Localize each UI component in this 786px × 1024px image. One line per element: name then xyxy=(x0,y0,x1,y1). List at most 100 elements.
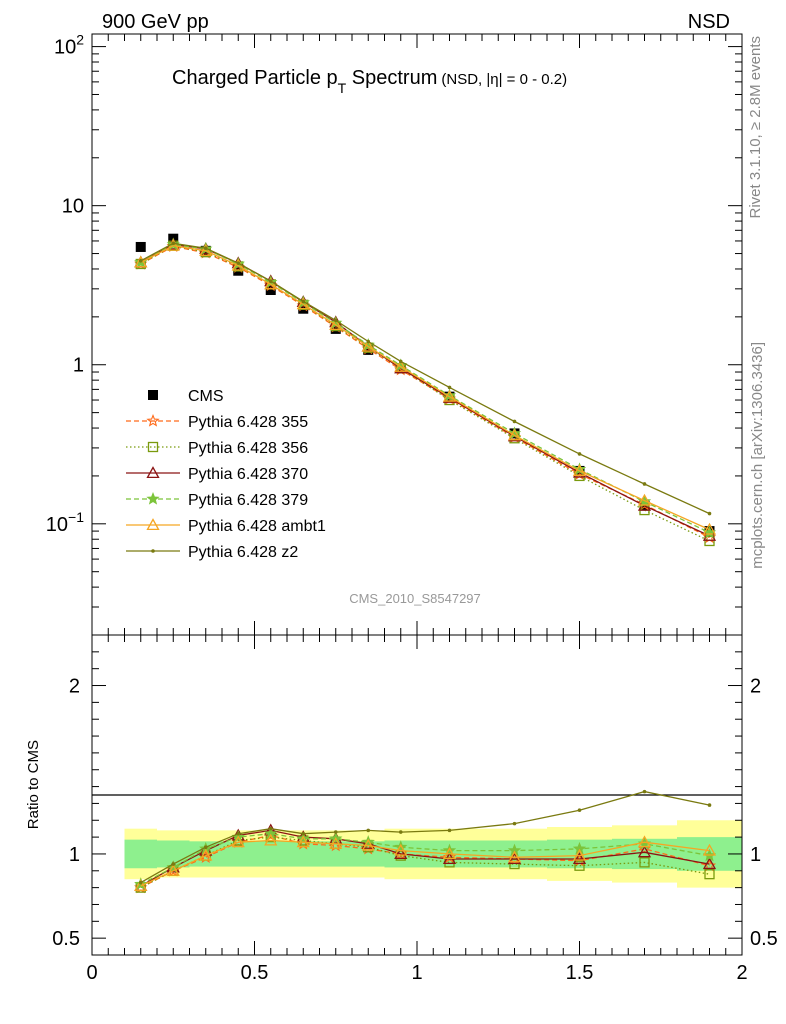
series-line-pythia-6-428-ambt1 xyxy=(140,245,710,531)
y-tick-label: 1 xyxy=(73,355,84,377)
ratio-point-pythia-6-428-ambt1 xyxy=(572,848,587,861)
ratio-point-pythia-6-428-ambt1 xyxy=(166,863,180,876)
legend-marker-pythia-6-428-355 xyxy=(146,414,160,427)
y-tick-label: 102 xyxy=(54,32,84,59)
ratio-point-pythia-6-428-370 xyxy=(637,845,652,858)
y-tick-label-right: 1 xyxy=(750,844,761,866)
ratio-point-pythia-6-428-356 xyxy=(574,860,585,871)
side-label-bottom: mcplots.cern.ch [arXiv:1306.3436] xyxy=(749,342,766,569)
ratio-point-pythia-6-428-356 xyxy=(639,857,650,868)
data-point-pythia-6-428-ambt1 xyxy=(134,255,148,268)
data-point-pythia-6-428-z2 xyxy=(366,339,371,344)
legend-marker-pythia-6-428-356 xyxy=(147,441,159,453)
ratio-line-pythia-6-428-z2 xyxy=(140,790,710,884)
x-tick-label: 1 xyxy=(411,962,422,984)
chart-title-small: (NSD, |η| = 0 - 0.2) xyxy=(441,71,567,88)
ratio-point-pythia-6-428-370 xyxy=(507,852,522,865)
ratio-panel: 0 0.5 1 1.5 20.5 0.51 12 2 Ratio to CMS xyxy=(25,634,778,984)
legend-marker-pythia-6-428-370 xyxy=(146,466,160,479)
ratio-point-pythia-6-428-z2 xyxy=(707,803,712,807)
series-line-pythia-6-428-379 xyxy=(140,243,710,534)
ratio-point-pythia-6-428-z2 xyxy=(577,808,582,812)
data-point-pythia-6-428-z2 xyxy=(577,452,582,456)
ratio-point-pythia-6-428-379 xyxy=(442,843,457,857)
ratio-point-pythia-6-428-z2 xyxy=(366,828,371,833)
ratio-point-pythia-6-428-379 xyxy=(296,831,310,845)
y-tick-label: 10−1 xyxy=(46,509,84,536)
data-point-pythia-6-428-z2 xyxy=(236,261,241,265)
legend-label-cms: CMS xyxy=(188,388,224,405)
data-point-pythia-6-428-ambt1 xyxy=(637,493,652,506)
ratio-axes: 0 0.5 1 1.5 20.5 0.51 12 2 xyxy=(52,635,778,984)
ratio-point-pythia-6-428-ambt1 xyxy=(637,835,652,848)
y-tick-label: 0.5 xyxy=(52,928,80,950)
header-right: NSD xyxy=(688,11,730,33)
ratio-point-pythia-6-428-370 xyxy=(572,852,587,865)
ratio-point-pythia-6-428-z2 xyxy=(203,845,208,850)
uncertainty-band-inner xyxy=(124,839,157,869)
legend-label-pythia-6-428-379: Pythia 6.428 379 xyxy=(188,492,308,509)
legend-marker-pythia-6-428-ambt1 xyxy=(146,518,160,531)
data-point-pythia-6-428-ambt1 xyxy=(199,244,213,256)
x-tick-label: 0.5 xyxy=(241,962,269,984)
chart-title-sub: T xyxy=(338,80,347,96)
main-marks xyxy=(134,233,717,547)
legend: CMS Pythia 6.428 355 Pythia 6.428 356 Pythi… xyxy=(126,388,326,561)
chart-title-main: Charged Particle p xyxy=(172,67,338,89)
ratio-point-pythia-6-428-ambt1 xyxy=(264,833,278,846)
analysis-label: CMS_2010_S8547297 xyxy=(349,591,481,606)
y-tick-label-right: 0.5 xyxy=(750,928,778,950)
ratio-line-pythia-6-428-370 xyxy=(140,829,710,887)
legend-marker-pythia-6-428-379 xyxy=(146,492,160,505)
legend-label-pythia-6-428-355: Pythia 6.428 355 xyxy=(188,414,308,431)
data-point-pythia-6-428-ambt1 xyxy=(507,428,522,441)
legend-label-pythia-6-428-370: Pythia 6.428 370 xyxy=(188,466,308,483)
ratio-point-pythia-6-428-ambt1 xyxy=(231,835,245,848)
data-point-pythia-6-428-z2 xyxy=(138,259,143,263)
ratio-point-pythia-6-428-z2 xyxy=(447,828,452,833)
ratio-point-pythia-6-428-z2 xyxy=(301,831,306,836)
y-tick-label: 2 xyxy=(69,676,80,698)
x-tick-label: 0 xyxy=(86,962,97,984)
data-point-pythia-6-428-ambt1 xyxy=(329,318,343,330)
ratio-point-pythia-6-428-ambt1 xyxy=(296,835,310,848)
legend-label-pythia-6-428-ambt1: Pythia 6.428 ambt1 xyxy=(188,518,326,535)
data-point-cms xyxy=(363,344,374,355)
ratio-point-pythia-6-428-ambt1 xyxy=(134,879,148,891)
series-line-pythia-6-428-z2 xyxy=(140,242,710,515)
legend-label-pythia-6-428-z2: Pythia 6.428 z2 xyxy=(188,544,298,561)
ratio-line-pythia-6-428-379 xyxy=(140,833,710,885)
data-point-pythia-6-428-z2 xyxy=(707,511,712,516)
data-point-pythia-6-428-z2 xyxy=(268,279,273,284)
legend-marker-cms xyxy=(148,390,158,400)
ratio-point-pythia-6-428-370 xyxy=(702,857,717,870)
data-point-pythia-6-428-z2 xyxy=(171,241,176,246)
data-point-pythia-6-428-ambt1 xyxy=(361,339,375,352)
ratio-point-pythia-6-428-379 xyxy=(361,835,375,848)
legend-label-pythia-6-428-356: Pythia 6.428 356 xyxy=(188,440,308,457)
x-tick-label: 1.5 xyxy=(566,962,594,984)
data-point-pythia-6-428-z2 xyxy=(398,359,403,364)
ratio-point-pythia-6-428-z2 xyxy=(236,831,241,836)
header-left: 900 GeV pp xyxy=(102,11,209,33)
ratio-point-pythia-6-428-z2 xyxy=(138,880,143,885)
uncertainty-band-inner xyxy=(254,841,287,867)
data-point-pythia-6-428-z2 xyxy=(512,419,517,424)
ratio-point-pythia-6-428-z2 xyxy=(333,830,338,834)
data-point-pythia-6-428-z2 xyxy=(203,246,208,251)
ratio-point-pythia-6-428-356 xyxy=(704,869,715,880)
data-point-pythia-6-428-z2 xyxy=(447,385,452,390)
legend-marker-pythia-6-428-z2 xyxy=(151,549,155,553)
data-point-pythia-6-428-356 xyxy=(704,535,715,547)
chart-title-tail: Spectrum xyxy=(346,67,437,89)
ratio-point-pythia-6-428-z2 xyxy=(398,830,403,834)
main-y-axis: 102 10 1 10−1 xyxy=(46,32,743,636)
ratio-point-pythia-6-428-ambt1 xyxy=(361,838,375,851)
ratio-point-pythia-6-428-z2 xyxy=(171,862,176,866)
data-point-pythia-6-428-ambt1 xyxy=(442,389,457,402)
ratio-point-pythia-6-428-379 xyxy=(394,840,408,853)
data-point-cms xyxy=(135,241,146,252)
data-point-pythia-6-428-z2 xyxy=(301,299,306,304)
data-point-pythia-6-428-ambt1 xyxy=(394,360,408,372)
